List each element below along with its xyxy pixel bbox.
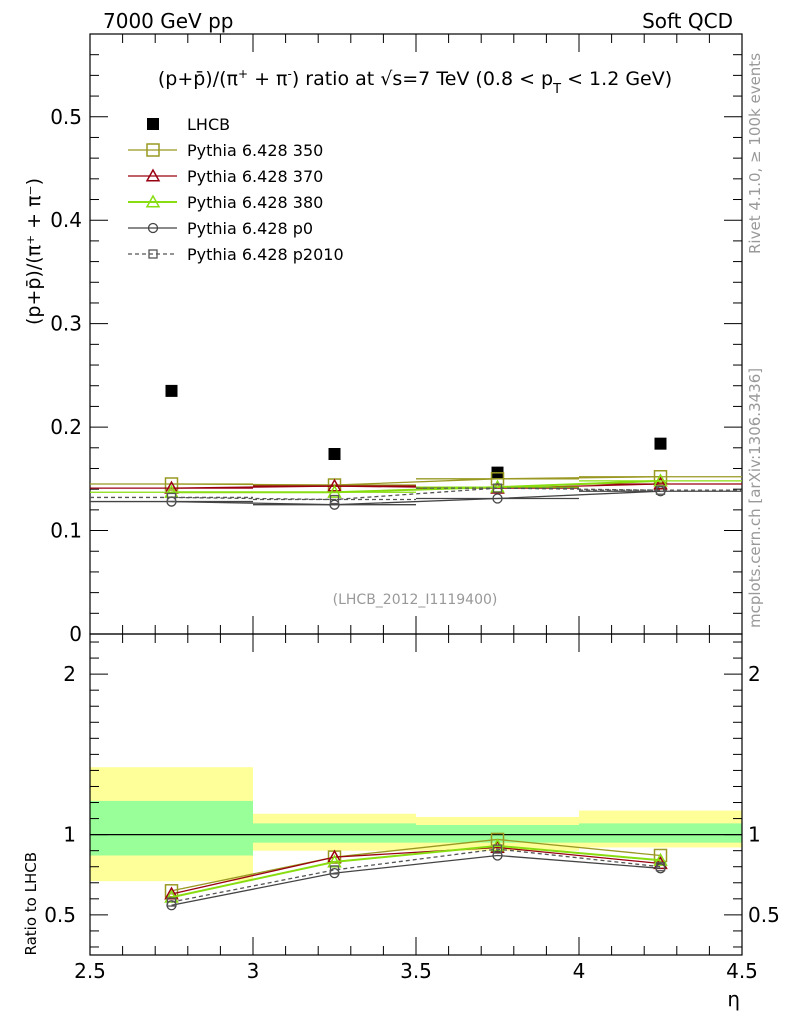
data-point-p370 — [653, 476, 668, 490]
ratio-ytick-label: 1 — [63, 823, 76, 847]
ratio-point-p380 — [327, 854, 342, 868]
uncertainty-band-inner — [90, 800, 253, 856]
ratio-series-p2010 — [166, 844, 666, 907]
uncertainty-band-inner — [253, 823, 416, 843]
legend-item-pp0: Pythia 6.428 p0 — [128, 219, 313, 238]
ratio-point-p350 — [653, 848, 668, 863]
legend-marker-p380 — [145, 194, 161, 208]
analysis-watermark: (LHCB_2012_I1119400) — [333, 592, 498, 608]
data-point-p2010 — [329, 494, 340, 505]
data-point-lhcb — [165, 384, 178, 397]
legend-item-lhcb: LHCB — [147, 115, 230, 134]
ratio-point-p370 — [164, 886, 179, 900]
ratio-ytick-label: 0.5 — [44, 903, 76, 927]
data-point-p350 — [653, 470, 668, 484]
legend-marker-p350 — [146, 143, 160, 157]
data-point-p2010 — [166, 492, 177, 503]
data-point-pp0 — [492, 493, 503, 504]
xtick-label: 4.5 — [726, 959, 758, 983]
ratio-point-p2010 — [166, 897, 177, 907]
plot-title: (p+p̄)/(π+ + π-) ratio at √s=7 TeV (0.8 … — [158, 67, 672, 97]
legend-marker-p2010 — [148, 249, 158, 259]
main-ytick-label: 0.5 — [50, 105, 82, 129]
y-axis-title-ratio: Ratio to LHCB — [22, 852, 40, 956]
legend: LHCB Pythia 6.428 350 Pythia 6.428 370 Pyth… — [128, 115, 344, 264]
legend-label-p380: Pythia 6.428 380 — [187, 193, 323, 212]
series-line-p2010 — [171, 487, 661, 501]
ratio-line-p2010 — [171, 848, 661, 903]
legend-label-p350: Pythia 6.428 350 — [187, 141, 323, 160]
ratio-line-p370 — [171, 846, 661, 895]
mcplots-label: mcplots.cern.ch [arXiv:1306.3436] — [746, 368, 764, 628]
main-ytick-label: 0.1 — [50, 519, 82, 543]
main-ytick-label: 0.3 — [50, 312, 82, 336]
legend-marker-pp0 — [147, 222, 159, 234]
series-line-pp0 — [171, 490, 661, 506]
ratio-point-p2010 — [655, 862, 666, 872]
ratio-point-p380 — [653, 852, 668, 866]
data-point-p2010 — [655, 485, 666, 495]
legend-item-p350: Pythia 6.428 350 — [128, 141, 323, 160]
legend-label-lhcb: LHCB — [187, 115, 230, 134]
ratio-ytick-label: 2 — [63, 662, 76, 686]
header-right: Soft QCD — [642, 9, 733, 33]
ratio-line-p380 — [171, 844, 661, 899]
main-ytick-label: 0 — [69, 622, 82, 646]
x-axis-title: η — [727, 987, 740, 1011]
data-point-lhcb — [328, 448, 341, 460]
ratio-point-p2010 — [329, 865, 340, 875]
legend-item-p380: Pythia 6.428 380 — [128, 193, 323, 212]
ratio-ytick-label-right: 2 — [748, 662, 761, 686]
main-ytick-label: 0.4 — [50, 208, 82, 232]
main-plot: 0 0.1 0.2 0.3 0.4 0.5 — [50, 33, 743, 646]
series-p2010 — [90, 483, 742, 505]
data-point-pp0 — [329, 499, 340, 510]
legend-marker-lhcb — [147, 118, 159, 130]
ratio-plot: 0.5 0.5 1 1 2 2 2.5 3 3.5 4 4.5 — [44, 633, 780, 983]
data-point-p2010 — [492, 483, 503, 493]
series-p380 — [90, 473, 742, 498]
ratio-ytick-label-right: 1 — [748, 823, 761, 847]
rivet-label: Rivet 4.1.0, ≥ 100k events — [746, 53, 764, 254]
xtick-label: 3.5 — [400, 959, 432, 983]
legend-item-p2010: Pythia 6.428 p2010 — [128, 245, 344, 264]
uncertainty-band-inner — [579, 823, 742, 843]
xtick-label: 4 — [573, 959, 586, 983]
data-point-p350 — [490, 472, 505, 486]
data-point-p350 — [164, 477, 179, 491]
ratio-ytick-label-right: 0.5 — [748, 903, 780, 927]
ratio-point-pp0 — [492, 850, 503, 861]
xtick-label: 3 — [247, 959, 260, 983]
y-axis-title-main: (p+p̄)/(π⁺ + π⁻) — [23, 178, 45, 325]
legend-item-p370: Pythia 6.428 370 — [128, 167, 323, 186]
data-point-p370 — [327, 478, 342, 492]
header-left: 7000 GeV pp — [103, 9, 234, 33]
xtick-label: 2.5 — [74, 959, 106, 983]
data-point-lhcb — [654, 437, 667, 450]
series-lhcb — [165, 384, 667, 479]
legend-label-p2010: Pythia 6.428 p2010 — [187, 245, 344, 264]
legend-label-pp0: Pythia 6.428 p0 — [187, 219, 313, 238]
ratio-line-pp0 — [171, 854, 661, 906]
ratio-line-p350 — [171, 838, 661, 892]
data-point-p380 — [327, 484, 342, 498]
legend-label-p370: Pythia 6.428 370 — [187, 167, 323, 186]
main-ytick-label: 0.2 — [50, 415, 82, 439]
ratio-point-p2010 — [492, 844, 503, 854]
legend-marker-p370 — [145, 168, 161, 182]
